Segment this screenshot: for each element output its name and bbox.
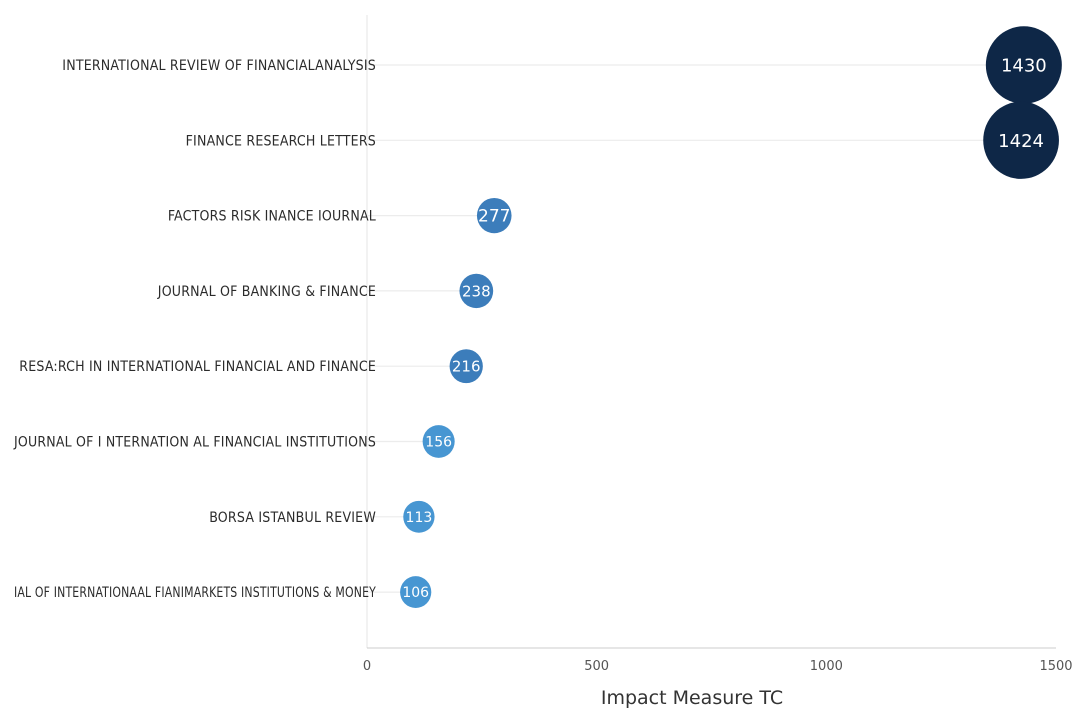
data-label: 1424 [998,131,1044,152]
data-label: 238 [462,282,491,300]
x-tick-label: 1500 [1039,659,1072,674]
bubble [459,273,494,309]
data-label: 216 [452,358,481,376]
x-tick-label: 1000 [810,659,843,674]
category-label: JOURNAL OF I NTERNATION AL FINANCIAL INS… [13,435,376,451]
data-label: 106 [402,585,429,601]
x-tick-labels: 0 500 1000 1500 [363,659,1073,674]
data-label: 1430 [1001,55,1047,76]
data-label: 277 [478,207,510,227]
bubbles-group: 1430 1424 277 238 216 156 113 106 [400,26,1062,609]
category-label: RESA:RCH IN INTERNATIONAL FINANCIAL AND … [19,359,376,375]
bubble [403,500,435,533]
category-label: IAL OF INTERNATIONAAL FIANIMARKETS INSTI… [14,585,376,601]
bubble [983,101,1059,179]
category-label: JOURNAL OF BANKING & FINANCE [157,284,376,300]
bubble [400,576,432,609]
x-tick-label: 0 [363,659,371,674]
category-label: INTERNATIONAL REVIEW OF FINANCIALANALYSI… [62,58,376,74]
category-label: FACTORS RISK INANCE IOURNAL [168,209,376,225]
data-label: 113 [406,510,433,526]
category-label: BORSA ISTANBUL REVIEW [209,510,376,526]
stems-group [367,64,1024,593]
bubble [985,26,1062,104]
data-label: 156 [425,435,452,451]
bubble [422,425,455,458]
bubble [449,349,483,384]
x-tick-label: 500 [584,659,609,674]
category-label: FINANCE RESEARCH LETTERS [186,133,376,149]
category-labels: INTERNATIONAL REVIEW OF FINANCIALANALYSI… [13,58,376,601]
x-axis-title: Impact Measure TC [601,687,783,709]
bubble [476,197,512,234]
